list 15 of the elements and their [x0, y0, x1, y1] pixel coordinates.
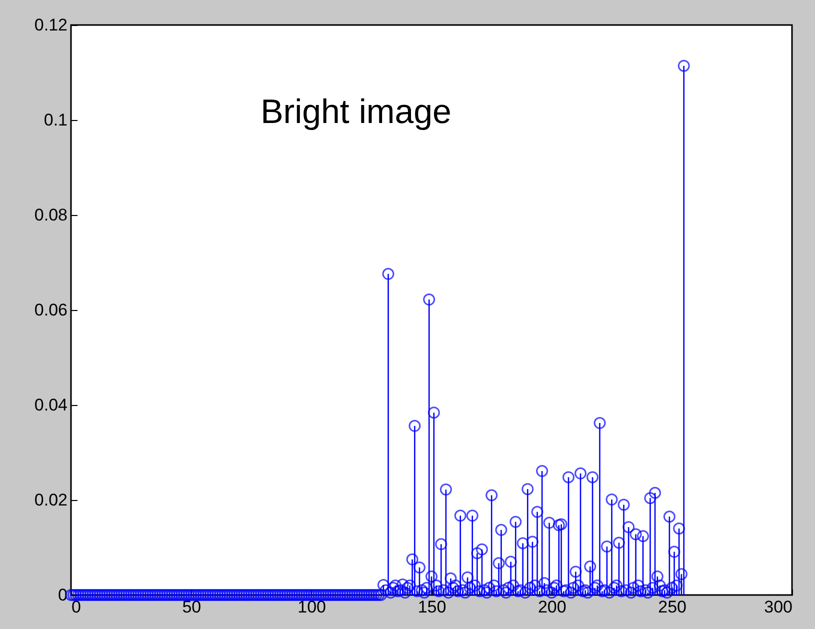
x-tick-label: 100 — [298, 598, 326, 616]
y-tick-label: 0 — [58, 586, 68, 604]
x-tick-label: 150 — [418, 598, 446, 616]
y-tick-label: 0.1 — [44, 110, 68, 130]
y-tick-label: 0.12 — [34, 16, 68, 34]
text: Bright image — [260, 93, 452, 131]
x-tick-label: 250 — [658, 598, 687, 616]
y-tick-label: 0.08 — [34, 206, 68, 224]
y-tick-label: 0.02 — [34, 490, 68, 510]
x-tick-label: 0 — [72, 598, 81, 616]
x-tick-label: 300 — [764, 598, 792, 616]
x-tick-label: 200 — [538, 598, 566, 616]
y-tick-label: 0.06 — [34, 300, 68, 320]
y-tick-label: 0.04 — [34, 396, 68, 414]
x-tick-label: 50 — [182, 598, 202, 616]
